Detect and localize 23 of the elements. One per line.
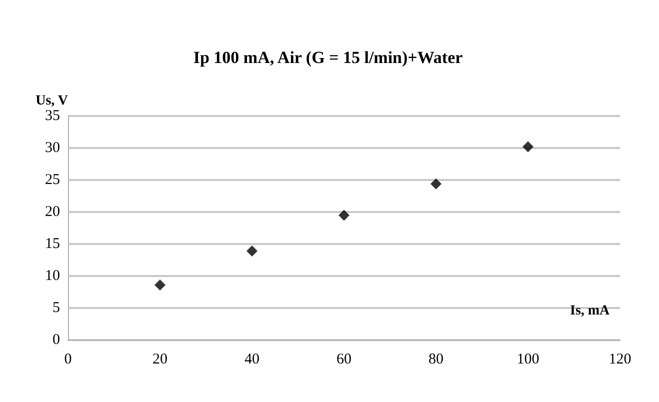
point [154,279,166,290]
y-tick-label: 20 [45,204,60,220]
y-tick-label: 10 [45,268,60,284]
y-tick-label: 30 [45,140,60,156]
x-tick-label: 40 [244,352,260,368]
y-tick-label: 0 [52,332,60,348]
point [522,141,534,152]
y-tick-label: 15 [45,236,60,252]
x-tick-label: 60 [336,352,352,368]
point [338,210,350,221]
y-tick-label: 25 [45,172,60,188]
point [246,246,258,257]
x-tick-label: 80 [428,352,444,368]
x-tick-label: 20 [152,352,168,368]
x-tick-label: 0 [64,352,72,368]
x-tick-label: 100 [516,352,540,368]
chart-title: Ip 100 mA, Air (G = 15 l/min)+Water [193,48,464,67]
y-axis-title: Us, V [36,94,68,108]
y-tick-label: 35 [45,108,60,124]
point [430,178,442,190]
x-axis-title: Is, mA [570,304,611,318]
x-tick-label: 120 [608,352,632,368]
y-tick-label: 5 [52,300,60,316]
